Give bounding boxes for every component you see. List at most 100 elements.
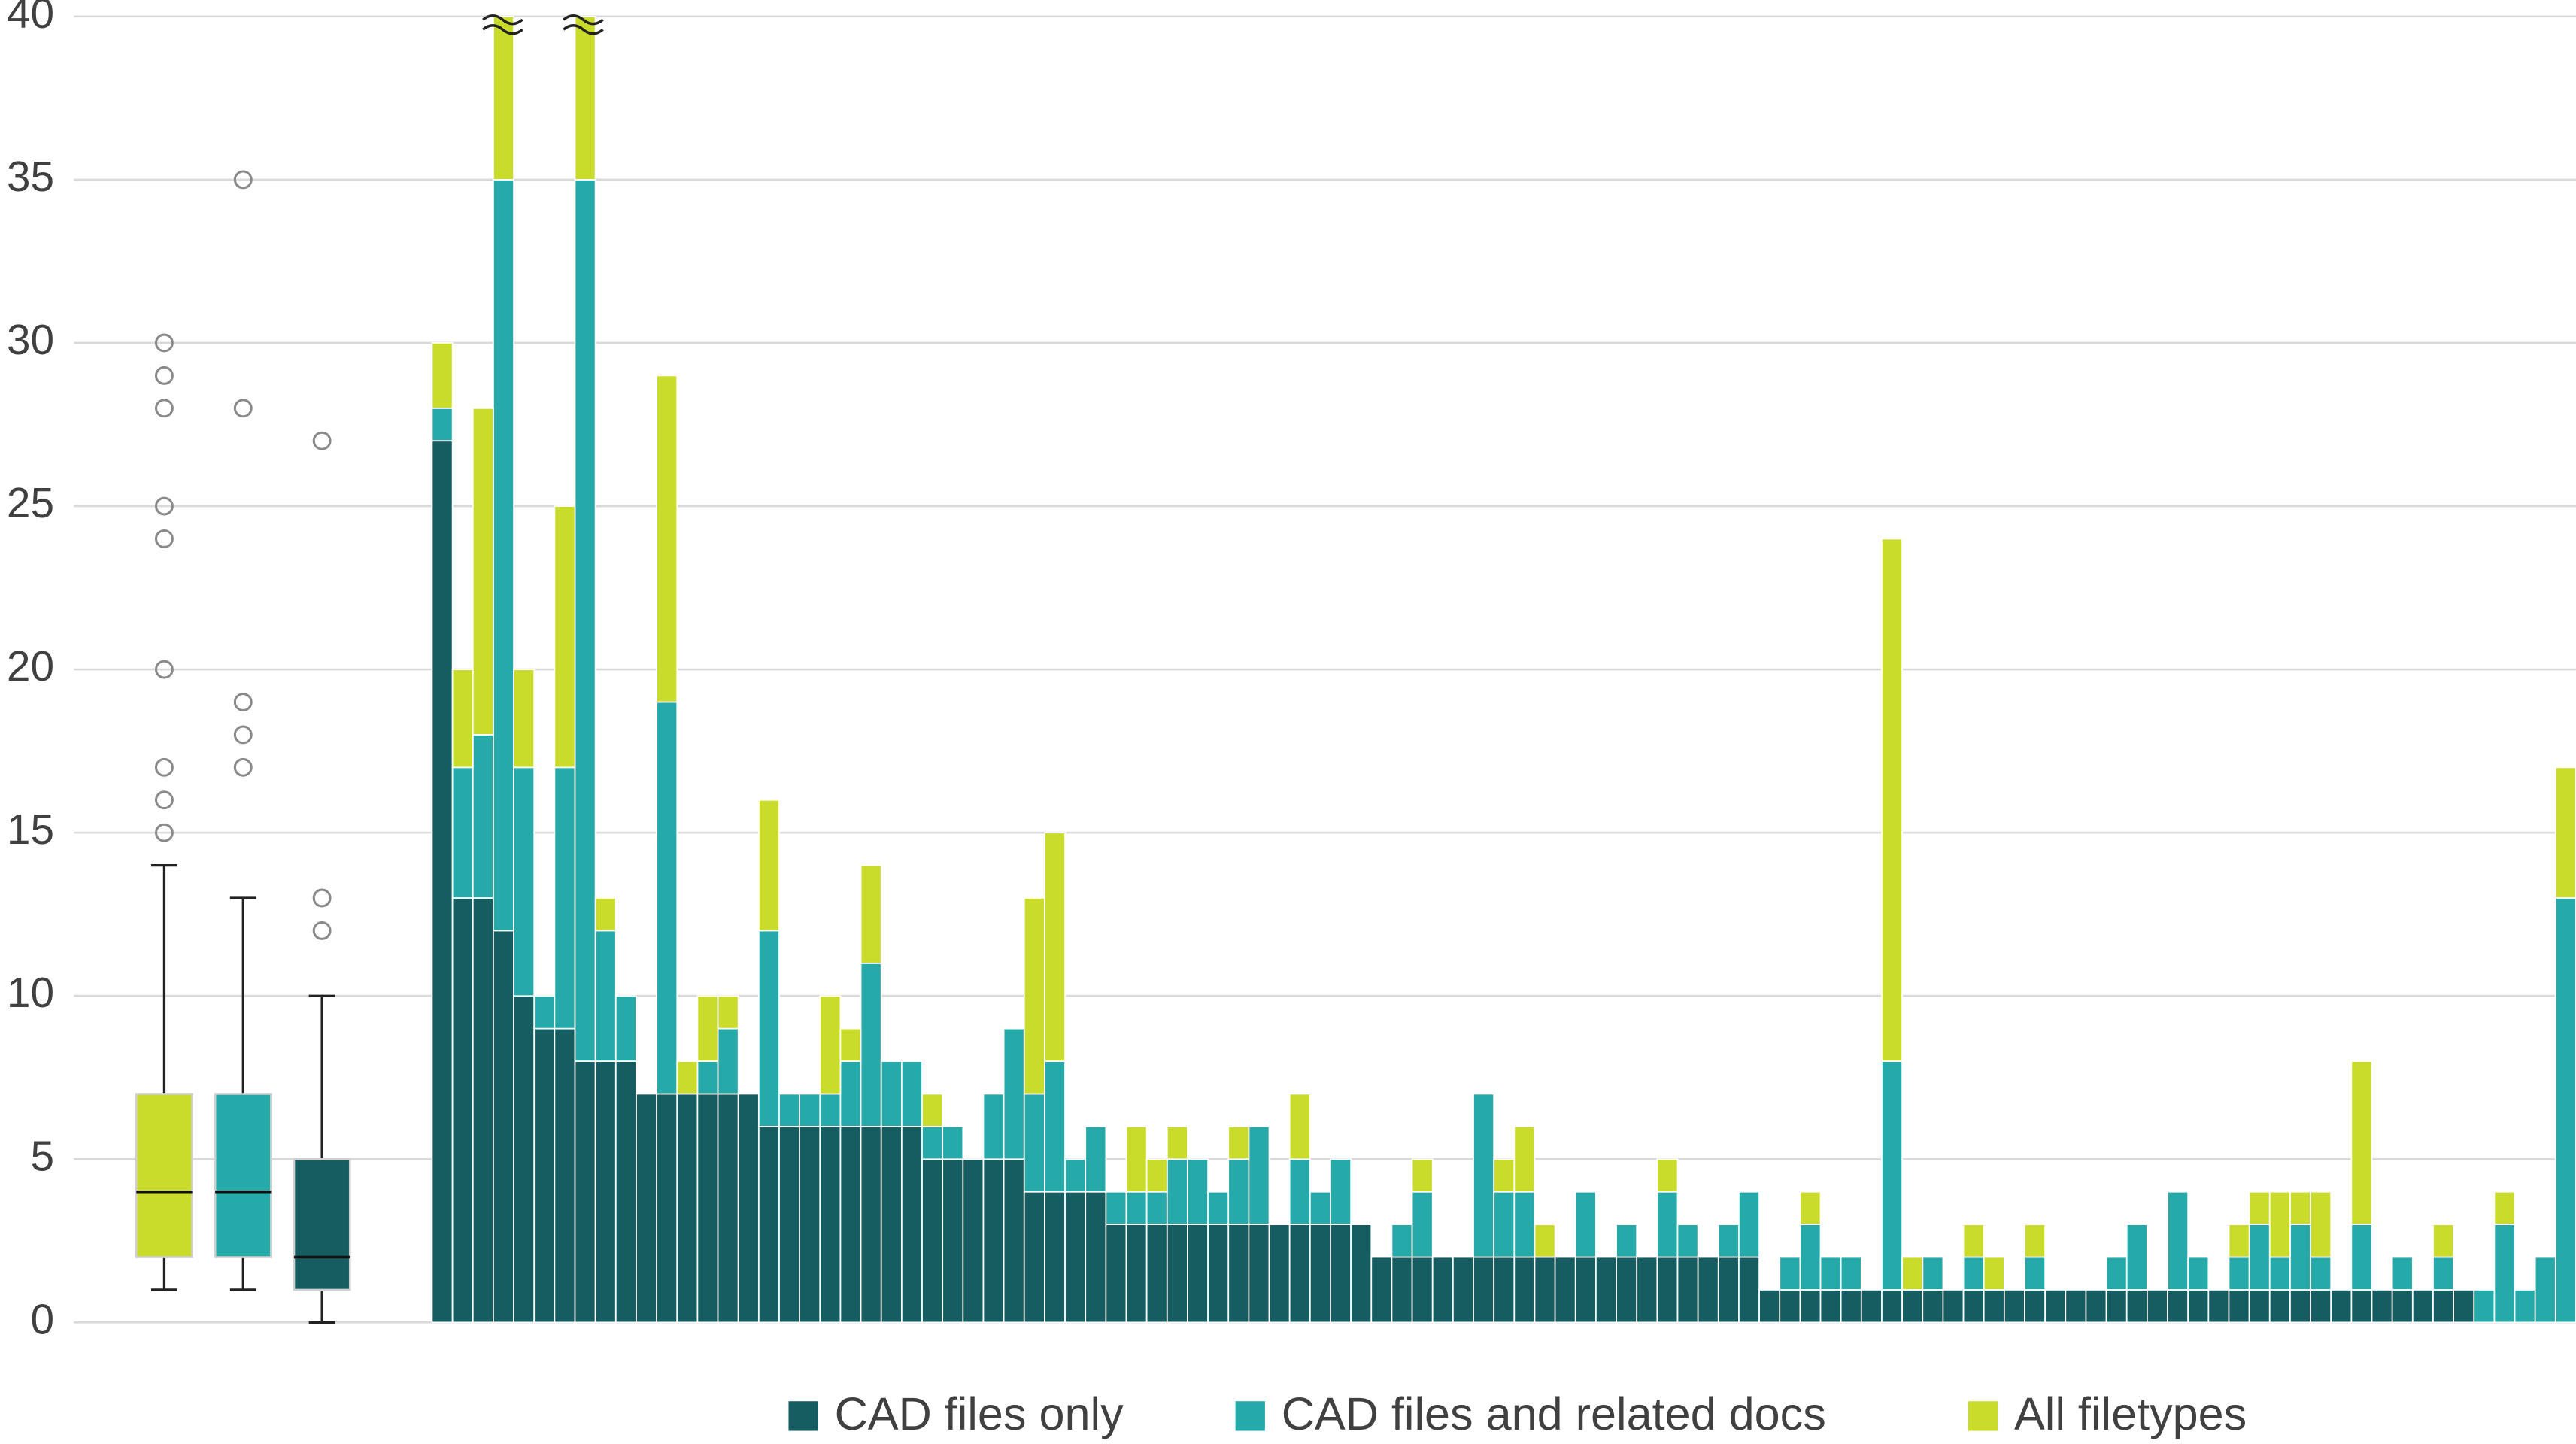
bar-segment [2310, 1289, 2332, 1324]
bar-segment [472, 734, 494, 899]
bar-segment [1901, 1289, 1924, 1324]
bar-segment [1881, 538, 1903, 1062]
bar-segment [1044, 832, 1066, 1062]
bar-segment [2350, 1289, 2373, 1324]
legend-label: CAD files and related docs [1282, 1388, 1826, 1439]
bar-segment [2268, 1191, 2291, 1258]
bar-segment [2493, 1224, 2516, 1324]
bar-segment [1288, 1158, 1311, 1225]
bar-segment [2453, 1289, 2475, 1324]
bar-segment [1125, 1191, 1148, 1225]
bar-segment [901, 1060, 923, 1127]
bar-segment [1145, 1224, 1168, 1324]
bar-segment [717, 995, 739, 1030]
bar-segment [431, 407, 454, 442]
bar-segment [451, 766, 474, 899]
bar-segment [2024, 1224, 2047, 1258]
bar-segment [451, 897, 474, 1324]
bar-segment [2024, 1289, 2047, 1324]
bar-segment [1534, 1256, 1556, 1324]
bar-segment [1391, 1256, 1413, 1324]
bar-segment [1799, 1289, 1822, 1324]
bar-segment [1595, 1256, 1617, 1324]
bar-segment [2228, 1289, 2250, 1324]
bar-segment [431, 342, 454, 409]
bar-segment [1983, 1256, 2005, 1291]
bar-segment [1452, 1256, 1474, 1324]
outlier [233, 757, 253, 777]
bar-segment [1044, 1191, 1066, 1324]
bar-segment [614, 995, 637, 1062]
legend-swatch [1235, 1401, 1265, 1431]
bar-segment [1288, 1224, 1311, 1324]
bar-segment [2411, 1289, 2434, 1324]
bar-segment [676, 1060, 699, 1095]
bar-segment [1513, 1191, 1536, 1258]
bar-segment [921, 1126, 944, 1160]
bar-segment [819, 995, 842, 1095]
bar-segment [1023, 897, 1045, 1095]
bar-segment [1391, 1224, 1413, 1258]
bar-segment [1411, 1158, 1434, 1193]
bar-segment [1738, 1191, 1760, 1258]
bar-segment [982, 1158, 1005, 1324]
bar-segment [839, 1060, 862, 1127]
bar-segment [1330, 1158, 1352, 1225]
bar-segment [472, 897, 494, 1324]
bar-segment [696, 995, 719, 1062]
bar-segment [717, 1027, 739, 1095]
outlier [154, 529, 174, 548]
bar-segment [737, 1093, 760, 1324]
bar-segment [2391, 1289, 2414, 1324]
bar-segment [2310, 1191, 2332, 1258]
bar-segment [1616, 1224, 1638, 1258]
bar-segment [533, 995, 556, 1030]
bar-segment [533, 1027, 556, 1324]
bar-segment [2554, 897, 2576, 1324]
bar-segment [1003, 1027, 1025, 1160]
bar-segment [493, 179, 514, 932]
bar-segment [696, 1060, 719, 1095]
bar-segment [2432, 1224, 2454, 1258]
bar-segment [513, 766, 536, 997]
outlier [154, 757, 174, 777]
outlier [154, 660, 174, 679]
y-tick-label: 25 [7, 480, 54, 527]
bar-segment [1758, 1289, 1781, 1324]
bar-segment [778, 1126, 801, 1324]
bar-segment [1819, 1289, 1842, 1324]
bar-segment [1513, 1256, 1536, 1324]
bar-segment [1187, 1158, 1209, 1225]
outlier [154, 823, 174, 842]
legend-swatch [788, 1401, 818, 1431]
bar-segment [554, 505, 576, 769]
bars [431, 15, 2576, 1324]
y-tick-label: 35 [7, 153, 54, 201]
bar-segment [1962, 1289, 1985, 1324]
bar-segment [1473, 1256, 1495, 1324]
bar-segment [2554, 766, 2576, 899]
bar-segment [472, 407, 494, 736]
bar-segment [2125, 1289, 2148, 1324]
bar-segment [1207, 1224, 1230, 1324]
bar-segment [1166, 1158, 1188, 1225]
bar-segment [1411, 1256, 1434, 1324]
bar-segment [1942, 1289, 1965, 1324]
bar-segment [1554, 1256, 1576, 1324]
bar-segment [656, 375, 678, 703]
outlier [233, 399, 253, 418]
bar-segment [2514, 1289, 2536, 1324]
bar-segment [839, 1027, 862, 1062]
bar-segment [1248, 1126, 1270, 1225]
bar-segment [1779, 1289, 1801, 1324]
bar-segment [1656, 1191, 1679, 1258]
bar-segment [1779, 1256, 1801, 1291]
bar-segment [2167, 1191, 2189, 1291]
bar-segment [2350, 1060, 2373, 1225]
bar-segment [860, 962, 882, 1127]
box [135, 1093, 193, 1258]
bar-segment [2085, 1289, 2107, 1324]
bar-segment [819, 1093, 842, 1127]
box [293, 1157, 351, 1291]
y-tick-label: 10 [7, 969, 54, 1017]
